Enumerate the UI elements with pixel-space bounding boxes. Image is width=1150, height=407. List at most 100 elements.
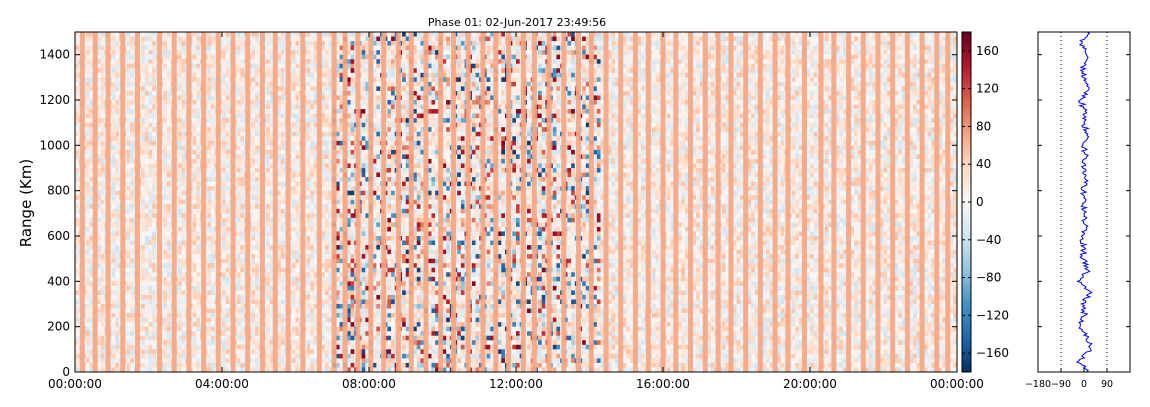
heatmap-cell [148,136,153,142]
heatmap-cell [192,154,197,160]
heatmap-cell [163,68,168,74]
heatmap-cell [236,326,241,332]
heatmap-cell [236,258,241,264]
heatmap-cell [141,100,146,105]
heatmap-cell [295,294,300,300]
heatmap-cell [126,304,131,309]
heatmap-cell [207,118,212,123]
heatmap-cell [75,36,79,42]
heatmap-cell [291,267,296,273]
heatmap-cell [177,100,182,105]
heatmap-cell [295,140,300,146]
heatmap-cell [255,331,260,337]
heatmap-cell [295,127,300,133]
heatmap-cell [86,308,90,314]
heatmap-cell [210,81,215,87]
heatmap-cell [291,353,296,359]
heatmap-cell [266,326,271,332]
heatmap-cell [266,140,271,146]
heatmap-cell [196,208,201,214]
heatmap-cell [100,149,105,155]
heatmap-cell [251,149,256,155]
heatmap-cell [75,231,79,237]
heatmap-cell [277,86,282,92]
heatmap-cell [310,281,315,287]
heatmap-cell [291,217,296,223]
heatmap-cell [255,136,260,142]
heatmap-cell [255,149,260,155]
heatmap-cell [181,54,186,60]
heatmap-cell [86,68,90,74]
heatmap-cell [163,149,168,155]
heatmap-cell [295,199,300,205]
heatmap-cell [196,118,201,123]
heatmap-cell [207,199,212,205]
heatmap-cell [86,186,90,191]
heatmap-cell [86,109,90,114]
heatmap-cell [100,109,105,114]
heatmap-cell [75,349,79,355]
heatmap-cell [295,81,300,87]
heatmap-cell [225,231,230,237]
heatmap-cell [266,267,271,273]
heatmap-cell [181,236,186,241]
heatmap-cell [236,145,241,151]
heatmap-cell [306,317,311,323]
heatmap-cell [222,349,226,355]
heatmap-cell [207,290,212,296]
heatmap-cell [97,154,102,160]
heatmap-cell [144,104,149,110]
heatmap-cell [166,340,171,346]
heatmap-cell [266,81,271,87]
heatmap-cell [310,236,315,241]
heatmap-cell [196,331,201,337]
heatmap-cell [207,77,212,83]
heatmap-cell [177,41,182,46]
heatmap-cell [166,32,171,37]
heatmap-cell [225,236,230,241]
heatmap-cell [192,95,197,101]
heatmap-cell [152,86,157,92]
heatmap-cell [177,213,182,219]
heatmap-cell [291,154,296,160]
heatmap-cell [277,95,282,101]
heatmap-cell [75,285,79,291]
heatmap-cell [225,222,230,228]
heatmap-cell [236,240,241,246]
heatmap-cell [280,86,285,92]
heatmap-cell [240,213,245,219]
heatmap-cell [152,177,157,182]
heatmap-cell [141,208,146,214]
heatmap-cell [277,140,282,146]
heatmap-cell [207,181,212,187]
heatmap-cell [148,335,153,341]
heatmap-cell [306,267,311,273]
heatmap-cell [210,358,215,364]
heatmap-cell [97,190,102,196]
heatmap-cell [75,367,79,373]
heatmap-cell [141,258,146,264]
heatmap-cell [126,163,131,169]
heatmap-cell [144,190,149,196]
heatmap-cell [255,109,260,114]
heatmap-cell [222,267,226,273]
heatmap-cell [166,122,171,128]
heatmap-cell [89,353,94,359]
heatmap-cell [111,299,116,305]
heatmap-cell [100,32,105,37]
heatmap-cell [240,322,245,327]
heatmap-cell [181,186,186,191]
heatmap-cell [89,195,94,201]
heatmap-cell [306,109,311,114]
heatmap-cell [115,32,120,37]
heatmap-cell [313,109,318,114]
heatmap-cell [291,54,296,60]
heatmap-cell [115,281,120,287]
heatmap-cell [86,322,90,327]
heatmap-cell [144,263,149,269]
heatmap-cell [111,258,116,264]
heatmap-cell [313,113,318,119]
heatmap-cell [210,145,215,151]
heatmap-cell [295,186,300,191]
heatmap-cell [144,136,149,142]
